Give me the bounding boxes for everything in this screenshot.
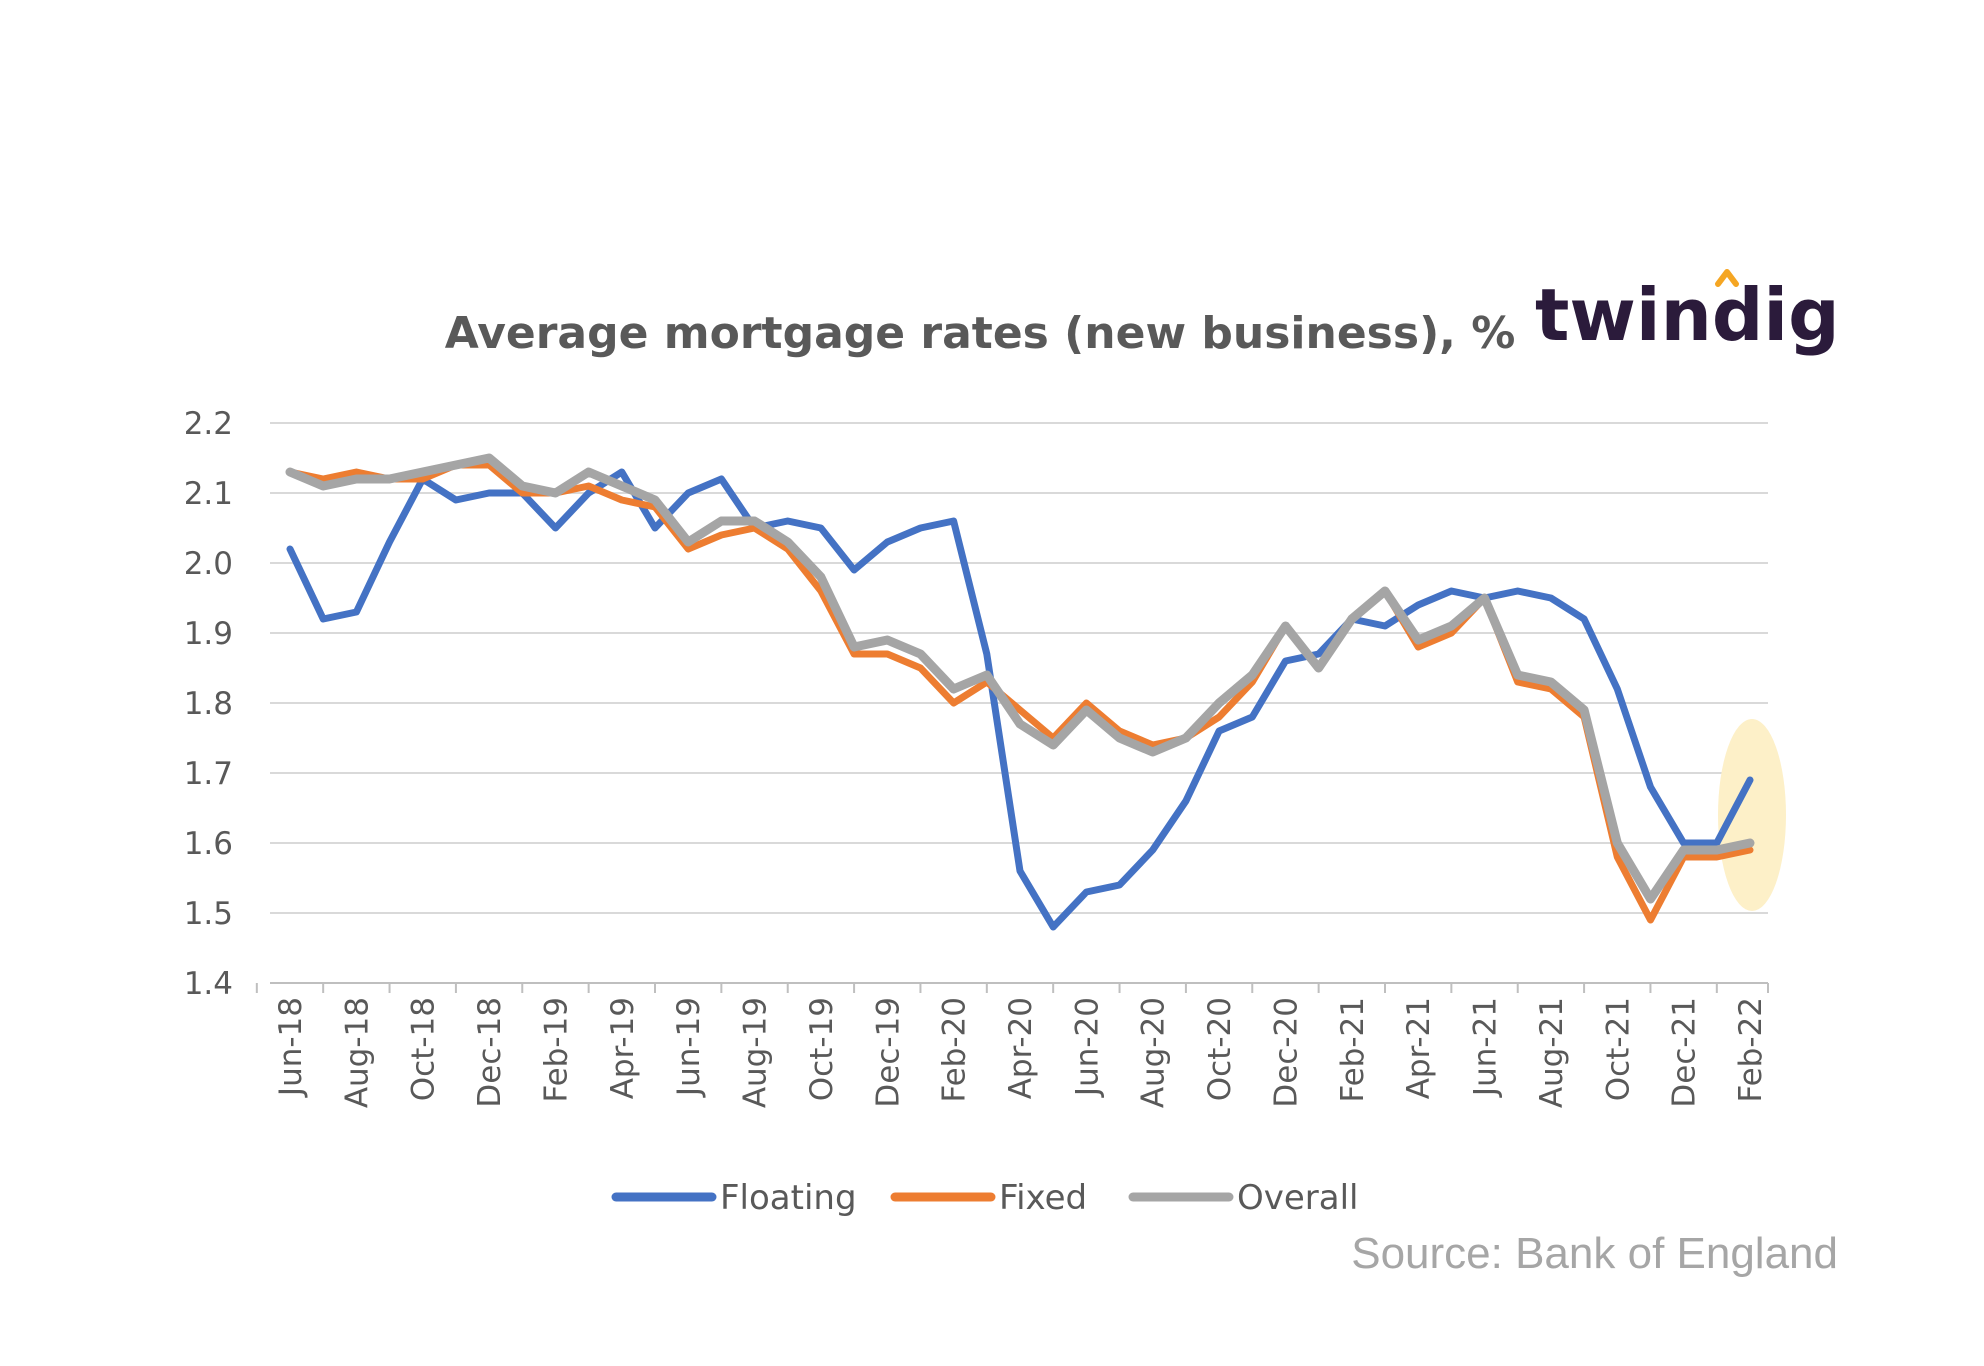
- y-tick-label: 1.4: [184, 966, 233, 1002]
- x-tick-label: Dec-18: [472, 997, 508, 1108]
- x-tick-label: Oct-19: [804, 997, 840, 1101]
- series-line-floating: [286, 468, 1754, 931]
- x-tick-label: Dec-21: [1667, 997, 1703, 1108]
- source-note: Source: Bank of England: [1351, 1229, 1838, 1278]
- x-tick-label: Feb-22: [1733, 997, 1769, 1103]
- x-tick-label: Dec-20: [1268, 997, 1304, 1108]
- x-tick-label: Jun-18: [273, 997, 309, 1098]
- highlight-ellipse: [1718, 719, 1786, 911]
- legend-label-overall: Overall: [1237, 1178, 1359, 1218]
- y-tick-label: 2.1: [184, 476, 233, 512]
- x-tick-label: Apr-21: [1401, 997, 1437, 1099]
- x-axis: Jun-18 Aug-18 Oct-18 Dec-18 Feb-19 Apr-19 Jun-…: [255, 982, 1769, 1108]
- x-tick-label: Apr-20: [1003, 997, 1039, 1099]
- legend-label-fixed: Fixed: [999, 1178, 1087, 1218]
- series-lines: [285, 453, 1755, 931]
- x-tick-label: Oct-20: [1202, 997, 1238, 1101]
- x-tick-label: Aug-18: [339, 997, 375, 1108]
- x-tick-label: Aug-21: [1534, 997, 1570, 1108]
- series-line-overall: [285, 453, 1755, 904]
- y-axis: 1.4 1.5 1.6 1.7 1.8 1.9 2.0 2.1 2.2: [184, 406, 233, 1002]
- x-tick-label: Dec-19: [870, 997, 906, 1108]
- latest-value-highlight: [1718, 719, 1786, 911]
- y-tick-label: 2.0: [184, 546, 233, 582]
- chart-title: Average mortgage rates (new business), %: [445, 308, 1516, 359]
- x-tick-label: Feb-21: [1335, 997, 1371, 1103]
- x-tick-label: Jun-20: [1069, 997, 1105, 1098]
- x-tick-label: Jun-21: [1468, 997, 1504, 1098]
- y-tick-label: 1.8: [184, 686, 233, 722]
- x-tick-label: Jun-19: [671, 997, 707, 1098]
- x-tick-label: Oct-21: [1600, 997, 1636, 1101]
- brand-accent-icon: [1715, 269, 1739, 287]
- x-tick-label: Apr-19: [605, 997, 641, 1099]
- gridlines: [270, 422, 1768, 984]
- brand-logo: twindig: [1535, 269, 1840, 357]
- brand-name: twindig: [1535, 273, 1840, 357]
- x-tick-label: Feb-19: [538, 997, 574, 1103]
- y-tick-label: 1.5: [184, 896, 233, 932]
- y-tick-label: 1.9: [184, 616, 233, 652]
- legend-label-floating: Floating: [720, 1178, 857, 1218]
- y-tick-label: 1.7: [184, 756, 233, 792]
- x-tick-label: Oct-18: [406, 997, 442, 1101]
- x-tick-label: Feb-20: [937, 997, 973, 1103]
- x-tick-label: Aug-19: [738, 997, 774, 1108]
- y-tick-label: 1.6: [184, 826, 233, 862]
- x-tick-label: Aug-20: [1136, 997, 1172, 1108]
- y-tick-label: 2.2: [184, 406, 233, 442]
- legend: Floating Fixed Overall: [611, 1178, 1359, 1218]
